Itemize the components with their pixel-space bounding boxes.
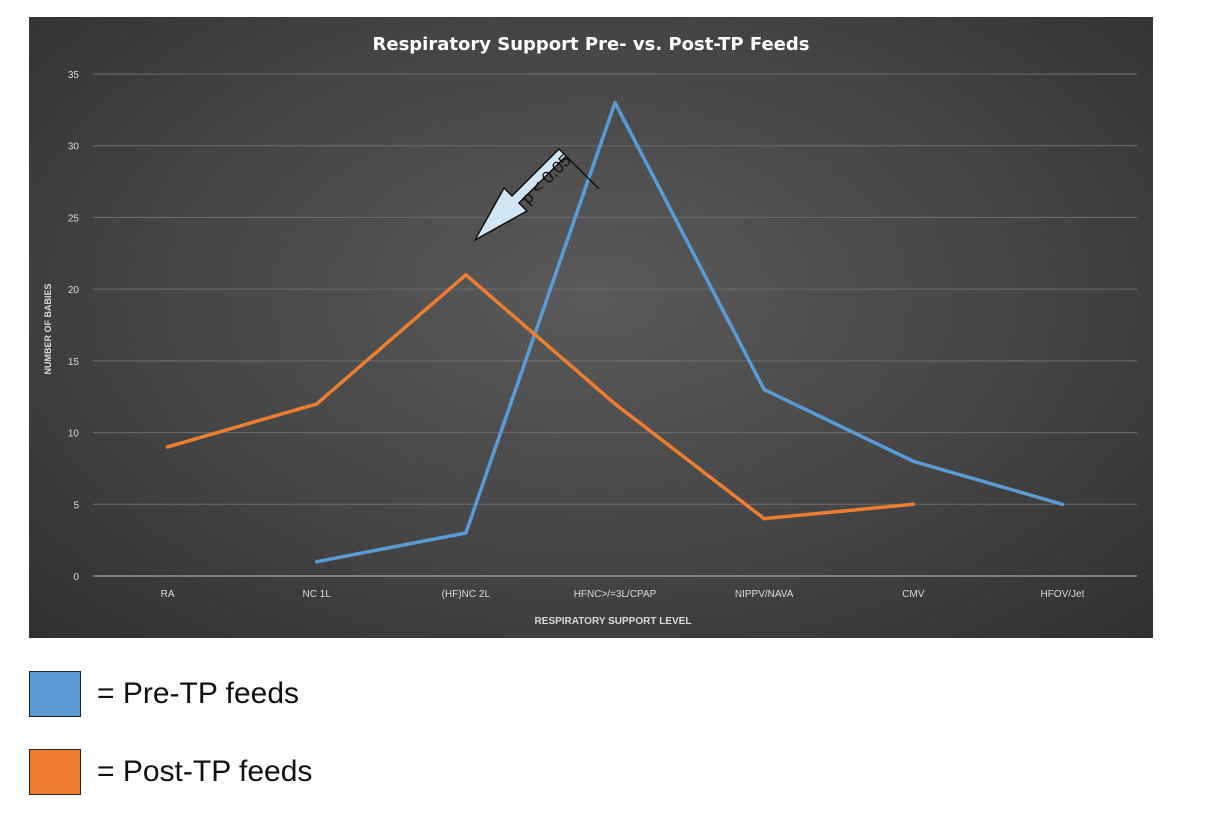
legend-label-post-tp: = Post-TP feeds <box>97 755 313 788</box>
data-point <box>464 531 468 535</box>
x-tick-label: CMV <box>902 589 925 600</box>
y-tick-label: 15 <box>68 357 80 368</box>
y-tick-label: 10 <box>68 429 80 440</box>
legend-swatch-post-tp <box>29 749 81 795</box>
x-axis-label: RESPIRATORY SUPPORT LEVEL <box>535 616 692 627</box>
x-tick-label: NC 1L <box>303 589 332 600</box>
legend-swatch-pre-tp <box>29 671 81 717</box>
p-value-callout: p < 0.05 <box>473 147 600 242</box>
data-point <box>464 273 468 277</box>
x-tick-label: NIPPV/NAVA <box>735 589 794 600</box>
data-point <box>613 402 617 406</box>
x-tick-label: RA <box>161 589 175 600</box>
data-point <box>911 502 916 507</box>
x-tick-label: (HF)NC 2L <box>442 589 491 600</box>
series-post-tp-feeds <box>165 273 916 521</box>
data-point <box>314 402 319 406</box>
y-axis-label: NUMBER OF BABIES <box>43 283 53 374</box>
legend-item-post-tp: = Post-TP feeds <box>29 748 312 796</box>
data-point <box>762 387 766 392</box>
p-value-arrow <box>473 147 600 242</box>
x-tick-label: HFOV/Jet <box>1040 589 1084 600</box>
series-line <box>314 100 1065 564</box>
data-point <box>762 516 766 521</box>
data-point <box>165 445 170 449</box>
x-tick-label: HFNC>/=3L/CPAP <box>574 589 657 600</box>
series-pre-tp-feeds <box>314 100 1065 564</box>
y-tick-label: 20 <box>68 285 80 296</box>
legend-label-pre-tp: = Pre-TP feeds <box>97 677 300 710</box>
chart-title: Respiratory Support Pre- vs. Post-TP Fee… <box>373 34 810 55</box>
data-point <box>613 100 617 105</box>
data-point <box>1060 502 1065 507</box>
y-tick-label: 30 <box>68 142 80 153</box>
data-point <box>314 559 319 564</box>
y-tick-label: 25 <box>68 213 80 224</box>
y-tick-label: 0 <box>73 572 79 583</box>
p-value-label: p < 0.05 <box>518 151 575 208</box>
y-tick-label: 35 <box>68 70 80 81</box>
y-tick-label: 5 <box>73 500 79 511</box>
series-line <box>165 273 916 521</box>
legend-item-pre-tp: = Pre-TP feeds <box>29 670 299 718</box>
chart-panel: Respiratory Support Pre- vs. Post-TP Fee… <box>29 17 1153 638</box>
line-chart: Respiratory Support Pre- vs. Post-TP Fee… <box>43 34 1137 627</box>
data-point <box>911 459 916 464</box>
